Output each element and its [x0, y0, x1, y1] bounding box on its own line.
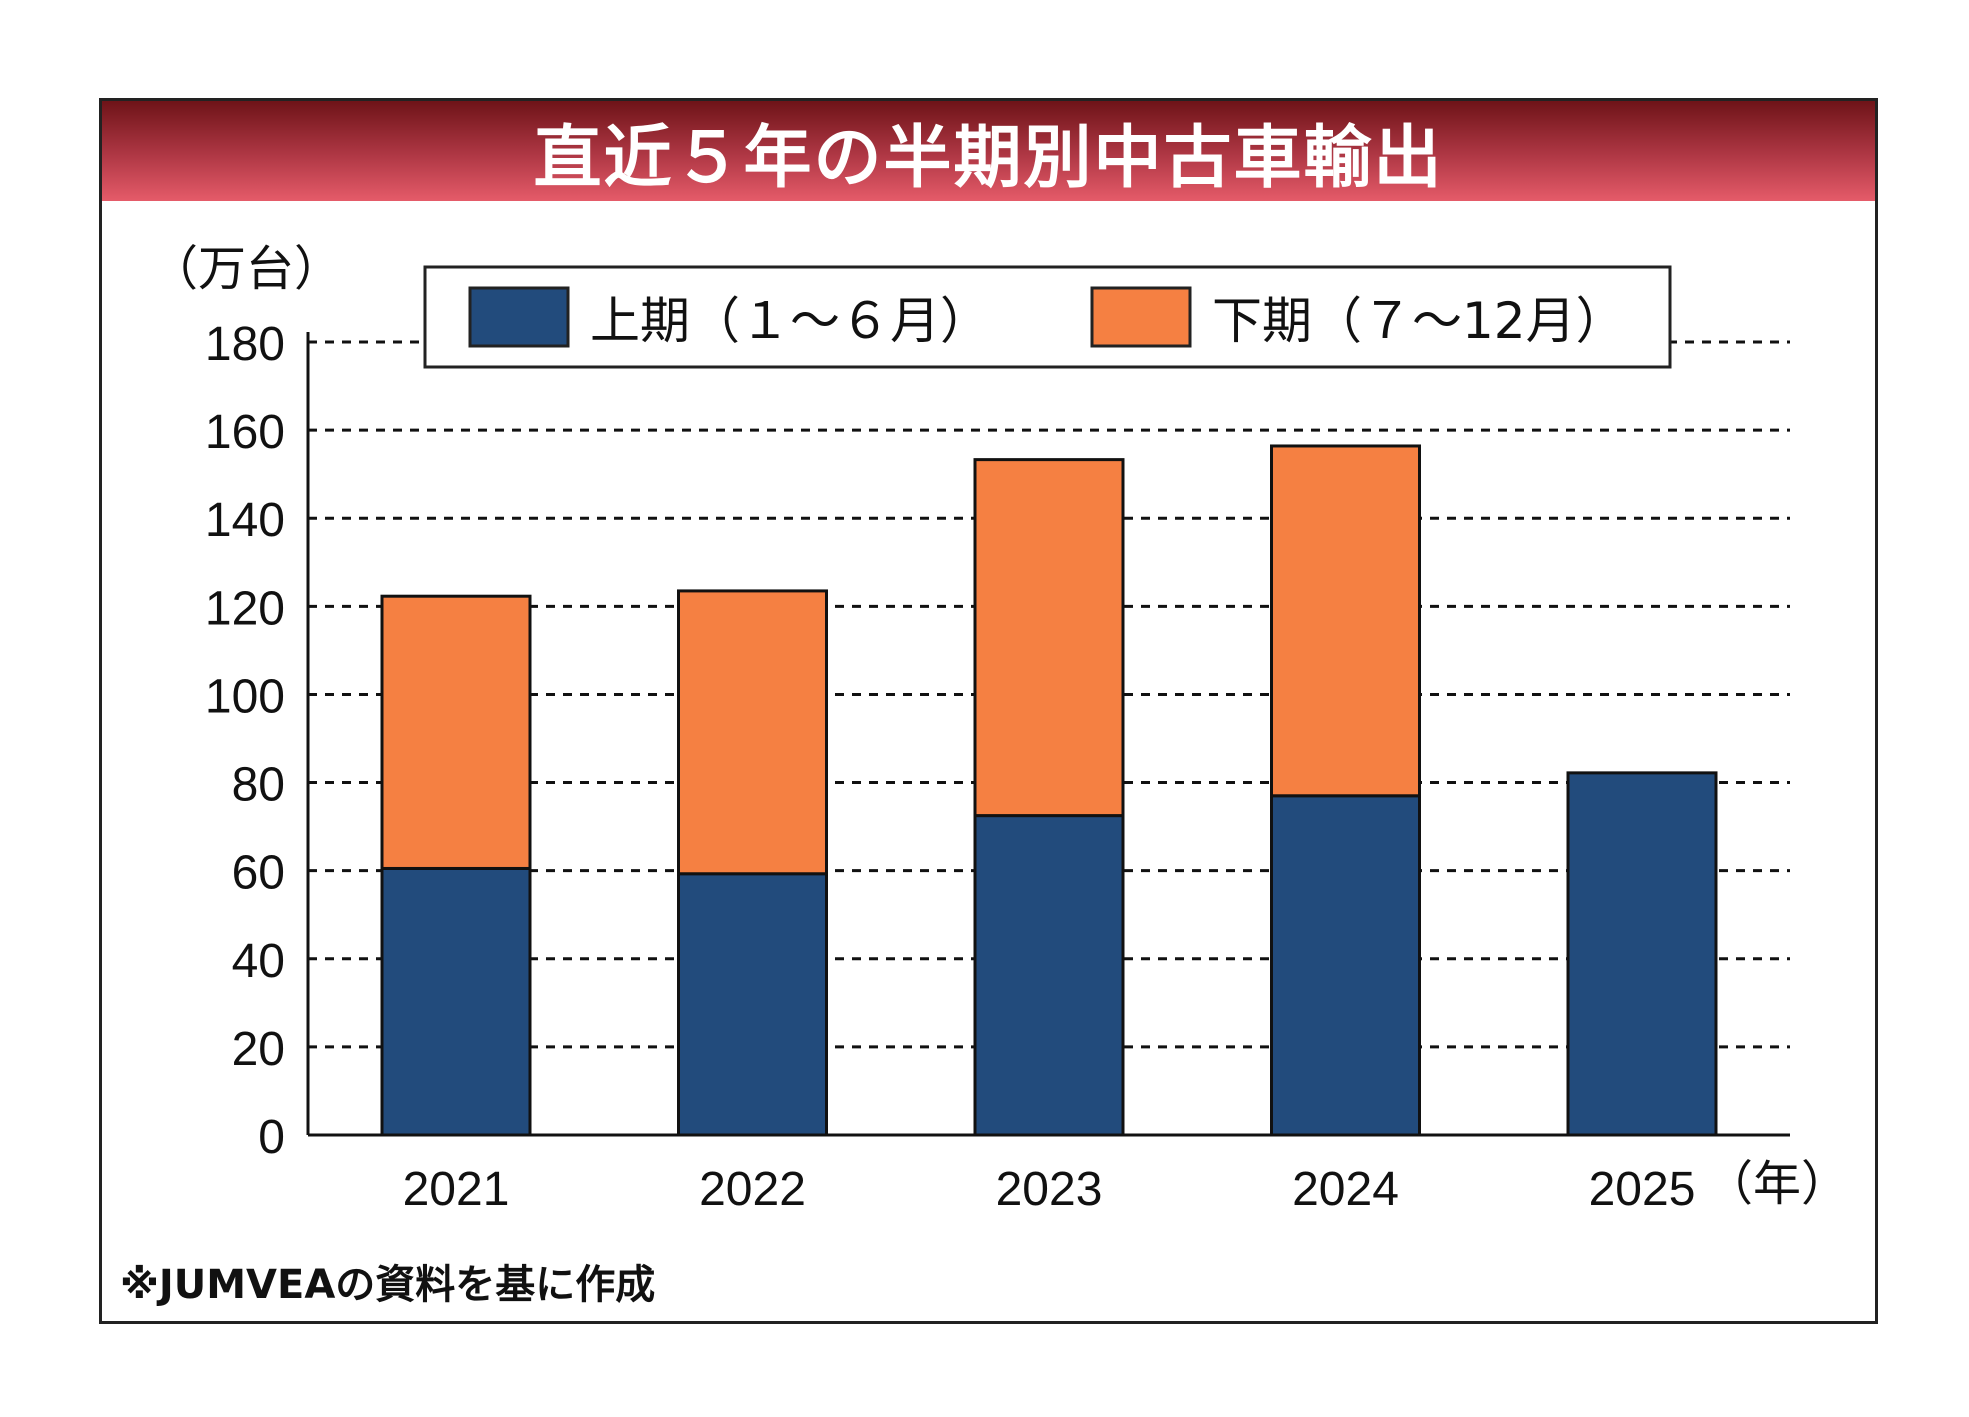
legend-swatch-first-half	[468, 286, 570, 348]
y-tick-label: 40	[232, 935, 285, 988]
y-tick-label: 140	[205, 494, 285, 547]
axes	[306, 332, 1790, 1137]
bar-2022-first-half	[677, 872, 828, 1137]
x-tick-label: 2024	[1292, 1163, 1399, 1216]
legend: 上期（１～６月） 下期（７～12月）	[423, 265, 1672, 369]
bar-2025-first-half	[1566, 771, 1718, 1137]
x-tick-label: 2022	[699, 1163, 806, 1216]
y-tick-label: 120	[205, 582, 285, 635]
x-tick-label: 2023	[996, 1163, 1103, 1216]
title-bar: 直近５年の半期別中古車輸出	[102, 101, 1875, 201]
bar-2024-second-half	[1270, 444, 1421, 798]
bar-2021-second-half	[380, 594, 532, 870]
bar-2023-first-half	[973, 814, 1125, 1137]
bar-2024-first-half	[1270, 794, 1421, 1137]
y-axis-label: （万台）	[150, 243, 342, 296]
x-tick-label: 2021	[403, 1163, 510, 1216]
y-tick-label: 100	[205, 670, 285, 723]
source-note: ※JUMVEAの資料を基に作成	[120, 1262, 655, 1308]
y-tick-label: 0	[258, 1111, 285, 1164]
legend-box	[423, 265, 1672, 369]
bar-2021-first-half	[380, 866, 532, 1137]
y-tick-label: 180	[205, 318, 285, 371]
legend-swatch-second-half	[1090, 286, 1192, 348]
legend-label-first-half: 上期（１～６月）	[590, 292, 990, 350]
y-tick-labels: 0 20 40 60 80 100 120 140 160 180	[205, 318, 285, 1164]
y-tick-label: 20	[232, 1023, 285, 1076]
x-axis-unit-label: （年）	[1705, 1158, 1849, 1211]
y-tick-label: 160	[205, 406, 285, 459]
y-tick-label: 60	[232, 847, 285, 900]
x-tick-label: 2025	[1589, 1163, 1696, 1216]
bar-2023-second-half	[973, 458, 1125, 818]
legend-label-second-half: 下期（７～12月）	[1212, 292, 1626, 350]
bar-2022-second-half	[677, 589, 828, 876]
x-tick-labels: 2021 2022 2023 2024 2025	[403, 1163, 1696, 1216]
y-tick-label: 80	[232, 759, 285, 812]
bars	[380, 444, 1718, 1137]
chart-title: 直近５年の半期別中古車輸出	[533, 118, 1444, 198]
